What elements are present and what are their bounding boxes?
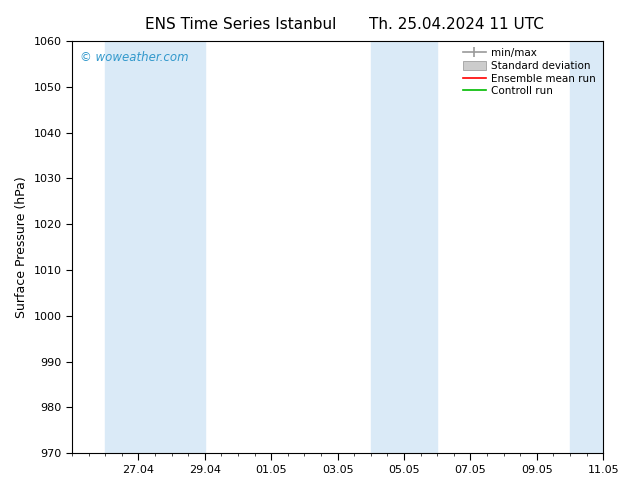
Text: ENS Time Series Istanbul: ENS Time Series Istanbul xyxy=(145,17,337,32)
Text: © woweather.com: © woweather.com xyxy=(80,51,189,64)
Y-axis label: Surface Pressure (hPa): Surface Pressure (hPa) xyxy=(15,176,28,318)
Bar xyxy=(371,41,437,453)
Text: Th. 25.04.2024 11 UTC: Th. 25.04.2024 11 UTC xyxy=(369,17,544,32)
Bar xyxy=(570,41,603,453)
Bar xyxy=(105,41,205,453)
Legend: min/max, Standard deviation, Ensemble mean run, Controll run: min/max, Standard deviation, Ensemble me… xyxy=(461,46,598,98)
